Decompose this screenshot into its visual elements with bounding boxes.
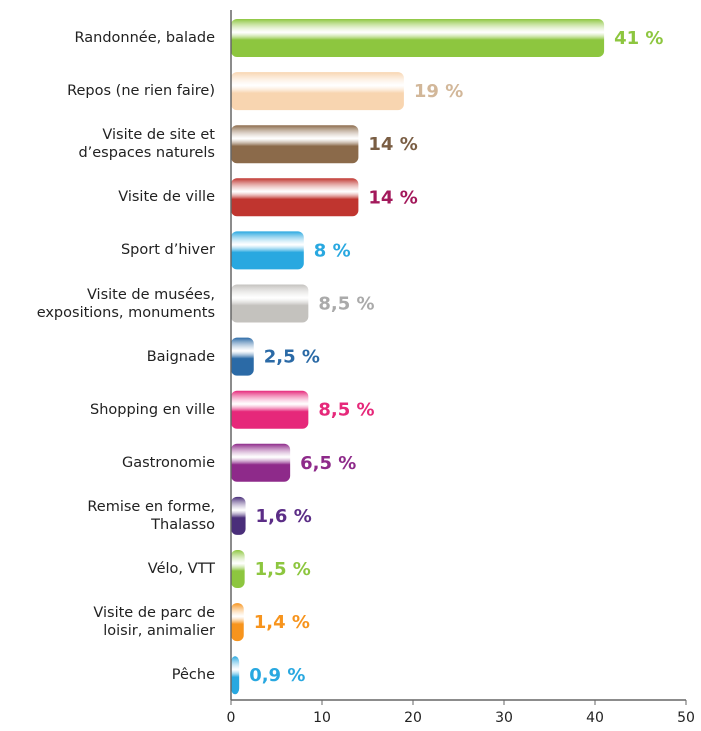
bar — [231, 125, 359, 164]
category-label: Shopping en ville — [89, 401, 215, 418]
category-label: Randonnée, balade — [74, 30, 215, 46]
x-tick-label: 40 — [586, 710, 604, 726]
value-label: 14 % — [368, 134, 417, 155]
bar — [231, 72, 404, 111]
value-label: 8,5 % — [318, 400, 374, 421]
category-label: Visite de parc de loisir, animalier — [93, 605, 215, 640]
x-tick-label: 10 — [313, 710, 331, 726]
value-label: 6,5 % — [300, 453, 356, 474]
value-label: 14 % — [368, 187, 417, 208]
bar — [231, 603, 244, 642]
value-label: 0,9 % — [249, 665, 305, 686]
category-label: Visite de ville — [118, 189, 215, 206]
value-label: 2,5 % — [264, 347, 320, 368]
value-label: 1,4 % — [254, 612, 310, 633]
bar — [231, 496, 246, 535]
bar — [231, 443, 291, 482]
category-label: Visite de musées, expositions, monuments — [36, 286, 215, 321]
value-label: 1,5 % — [255, 559, 311, 580]
value-label: 1,6 % — [256, 506, 312, 527]
category-label: Baignade — [146, 348, 215, 365]
bar — [231, 550, 245, 588]
x-tick-label: 0 — [227, 710, 236, 726]
x-tick-label: 20 — [404, 710, 422, 726]
category-label: Sport d’hiver — [120, 242, 215, 259]
category-label: Remise en forme, Thalasso — [87, 498, 215, 533]
value-label: 41 % — [614, 28, 663, 49]
category-label: Repos (ne rien faire) — [67, 83, 215, 100]
bar — [231, 656, 240, 695]
category-label: Vélo, VTT — [147, 561, 215, 577]
value-label: 8 % — [314, 240, 351, 261]
bar — [231, 178, 359, 217]
category-label: Pêche — [171, 667, 215, 684]
bar — [231, 337, 254, 376]
value-label: 19 % — [414, 81, 463, 102]
value-label: 8,5 % — [318, 294, 374, 315]
bar — [231, 390, 309, 429]
x-tick-label: 50 — [677, 710, 695, 726]
category-label: Gastronomie — [121, 454, 215, 471]
bar — [231, 284, 309, 323]
bar — [231, 231, 304, 270]
x-tick-label: 30 — [495, 710, 513, 726]
category-label: Visite de site et d’espaces naturels — [78, 127, 215, 162]
bar — [231, 19, 605, 57]
